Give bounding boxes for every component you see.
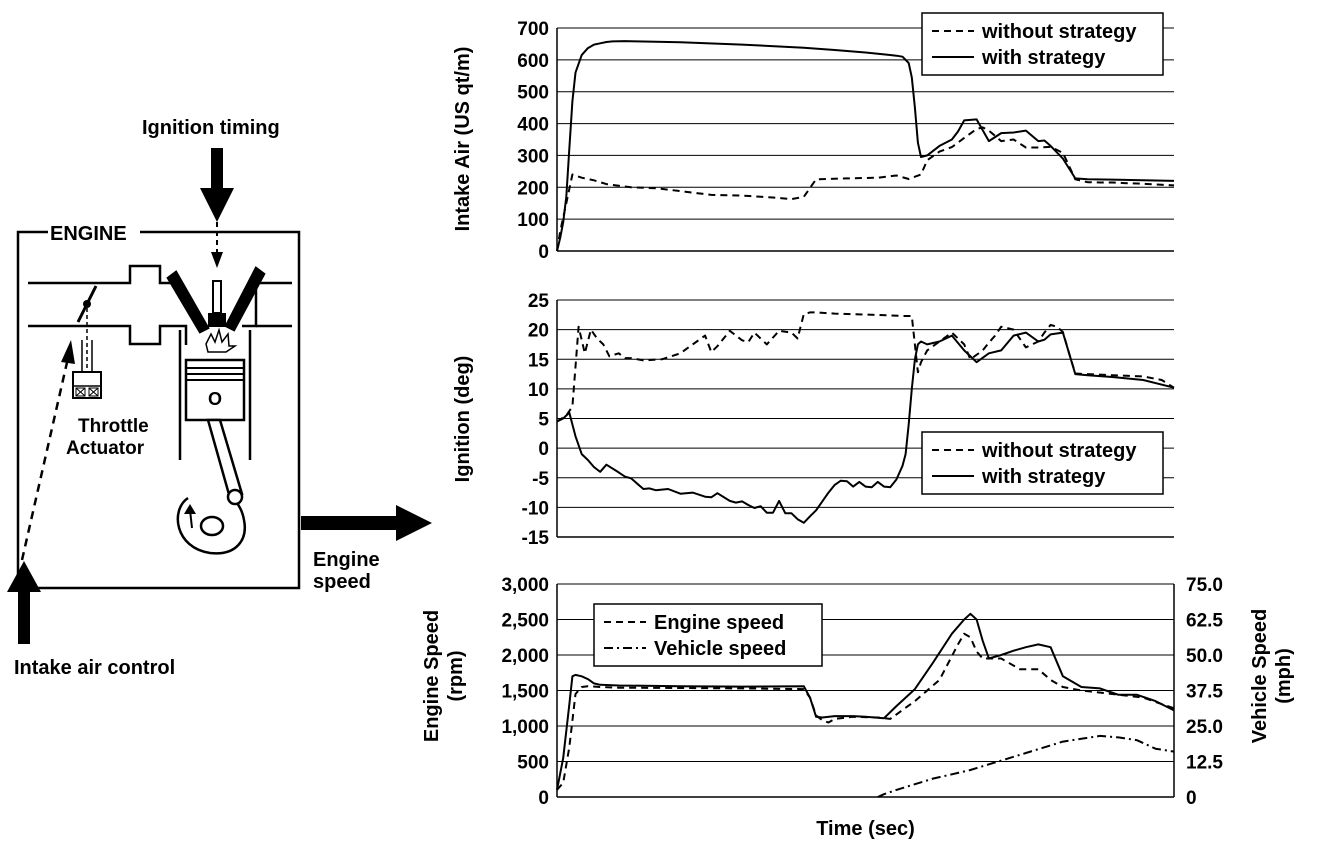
legend-box — [921, 431, 1164, 495]
engine-speed-label-line1: Engine — [313, 549, 380, 571]
engine-speed-chart: 0 500 1,000 1,500 2,000 2,500 3,000 0 12.5 25.0 37… — [421, 575, 1295, 840]
cylinder — [178, 330, 252, 460]
intake-air-control-label: Intake air control — [14, 657, 175, 679]
y-tick-label: 5 — [538, 410, 549, 431]
engine-speed-series-line — [556, 632, 1175, 791]
with-strategy-series-line — [556, 40, 1175, 252]
y2-tick-label: 75.0 — [1186, 575, 1223, 596]
y2-tick-label: 12.5 — [1186, 753, 1223, 774]
intake-air-input-arrow — [7, 561, 41, 644]
without-strategy-series-line — [556, 126, 1175, 252]
y-tick-label: 20 — [528, 321, 549, 342]
y2-axis-label-line: (mph) — [1273, 648, 1295, 704]
legend-box — [593, 603, 823, 667]
throttle-valve — [76, 285, 98, 372]
crankshaft-icon — [176, 488, 246, 555]
engine-title: ENGINE — [50, 223, 127, 245]
y-tick-label: 600 — [517, 51, 549, 72]
y-tick-label: 300 — [517, 146, 549, 167]
piston-pin-mark: O — [208, 389, 222, 409]
y2-axis-label-line: Vehicle Speed — [1249, 609, 1271, 744]
legend-label: without strategy — [981, 21, 1137, 43]
y-axis-label: Engine Speed (rpm) — [421, 610, 467, 742]
legend-box — [921, 12, 1164, 76]
legend-label: Vehicle speed — [654, 638, 786, 660]
y2-tick-label: 37.5 — [1186, 682, 1223, 703]
unlabeled-series-line — [556, 612, 1175, 791]
y-axis-label: Ignition (deg) — [452, 356, 474, 483]
y-tick-label: 2,000 — [501, 646, 549, 667]
y-tick-label: 100 — [517, 210, 549, 231]
throttle-label-line2: Actuator — [66, 438, 145, 459]
y-tick-label: 0 — [538, 439, 549, 460]
without-strategy-series-line — [556, 311, 1175, 423]
vehicle-speed-series-line — [877, 734, 1175, 798]
intake-manifold — [28, 264, 292, 346]
y-tick-label: 500 — [517, 83, 549, 104]
connecting-rod — [206, 418, 244, 500]
y-tick-label: 700 — [517, 19, 549, 40]
y-tick-label: -10 — [522, 498, 549, 519]
y-tick-label: 10 — [528, 380, 549, 401]
y-tick-label: 0 — [538, 788, 549, 809]
y-axis-label: Intake Air (US qt/m) — [452, 47, 474, 232]
ignition-input-arrow — [200, 148, 234, 268]
engine-box — [16, 230, 301, 590]
y-tick-label: 400 — [517, 115, 549, 136]
y-tick-label: 3,000 — [501, 575, 549, 596]
engine-diagram: ENGINE Throttle Actuator — [7, 117, 432, 679]
legend-label: with strategy — [981, 466, 1106, 488]
engine-speed-output-arrow — [301, 505, 432, 541]
y-tick-label: 1,000 — [501, 717, 549, 738]
intake-air-chart: 0 100 200 300 400 500 600 700 Intake Air (US qt/… — [452, 12, 1175, 263]
with-strategy-series-line — [556, 331, 1175, 524]
y-tick-label: -15 — [522, 528, 550, 549]
y-tick-label: 200 — [517, 178, 549, 199]
throttle-actuator-icon — [72, 340, 102, 399]
y2-tick-label: 50.0 — [1186, 646, 1223, 667]
y2-axis-label: Vehicle Speed (mph) — [1249, 609, 1295, 744]
legend-label: without strategy — [981, 440, 1137, 462]
y-tick-label: 15 — [528, 350, 550, 371]
y-tick-label: 0 — [538, 242, 549, 263]
ignition-timing-label: Ignition timing — [142, 117, 280, 139]
engine-speed-label-line2: speed — [313, 571, 371, 593]
y-axis-label-line: (rpm) — [445, 650, 467, 701]
y-tick-label: 2,500 — [501, 611, 549, 632]
y-axis-label-line: Engine Speed — [421, 610, 443, 742]
spark-plug-icon — [205, 280, 238, 353]
x-axis-label: Time (sec) — [816, 818, 915, 840]
throttle-label-line1: Throttle — [78, 416, 149, 437]
y-tick-label: 25 — [528, 291, 550, 312]
legend-label: Engine speed — [654, 612, 784, 634]
y-tick-label: 500 — [517, 753, 549, 774]
intake-control-dashed-arrow — [20, 340, 75, 561]
legend-label: with strategy — [981, 47, 1106, 69]
y-tick-label: 1,500 — [501, 682, 549, 703]
y2-tick-label: 0 — [1186, 788, 1197, 809]
y2-tick-label: 25.0 — [1186, 717, 1223, 738]
ignition-chart: -15 -10 -5 0 5 10 15 20 25 Ignition (deg) without … — [452, 291, 1175, 549]
piston-icon: O — [184, 358, 246, 422]
y-tick-label: -5 — [532, 469, 549, 490]
y2-tick-label: 62.5 — [1186, 611, 1223, 632]
